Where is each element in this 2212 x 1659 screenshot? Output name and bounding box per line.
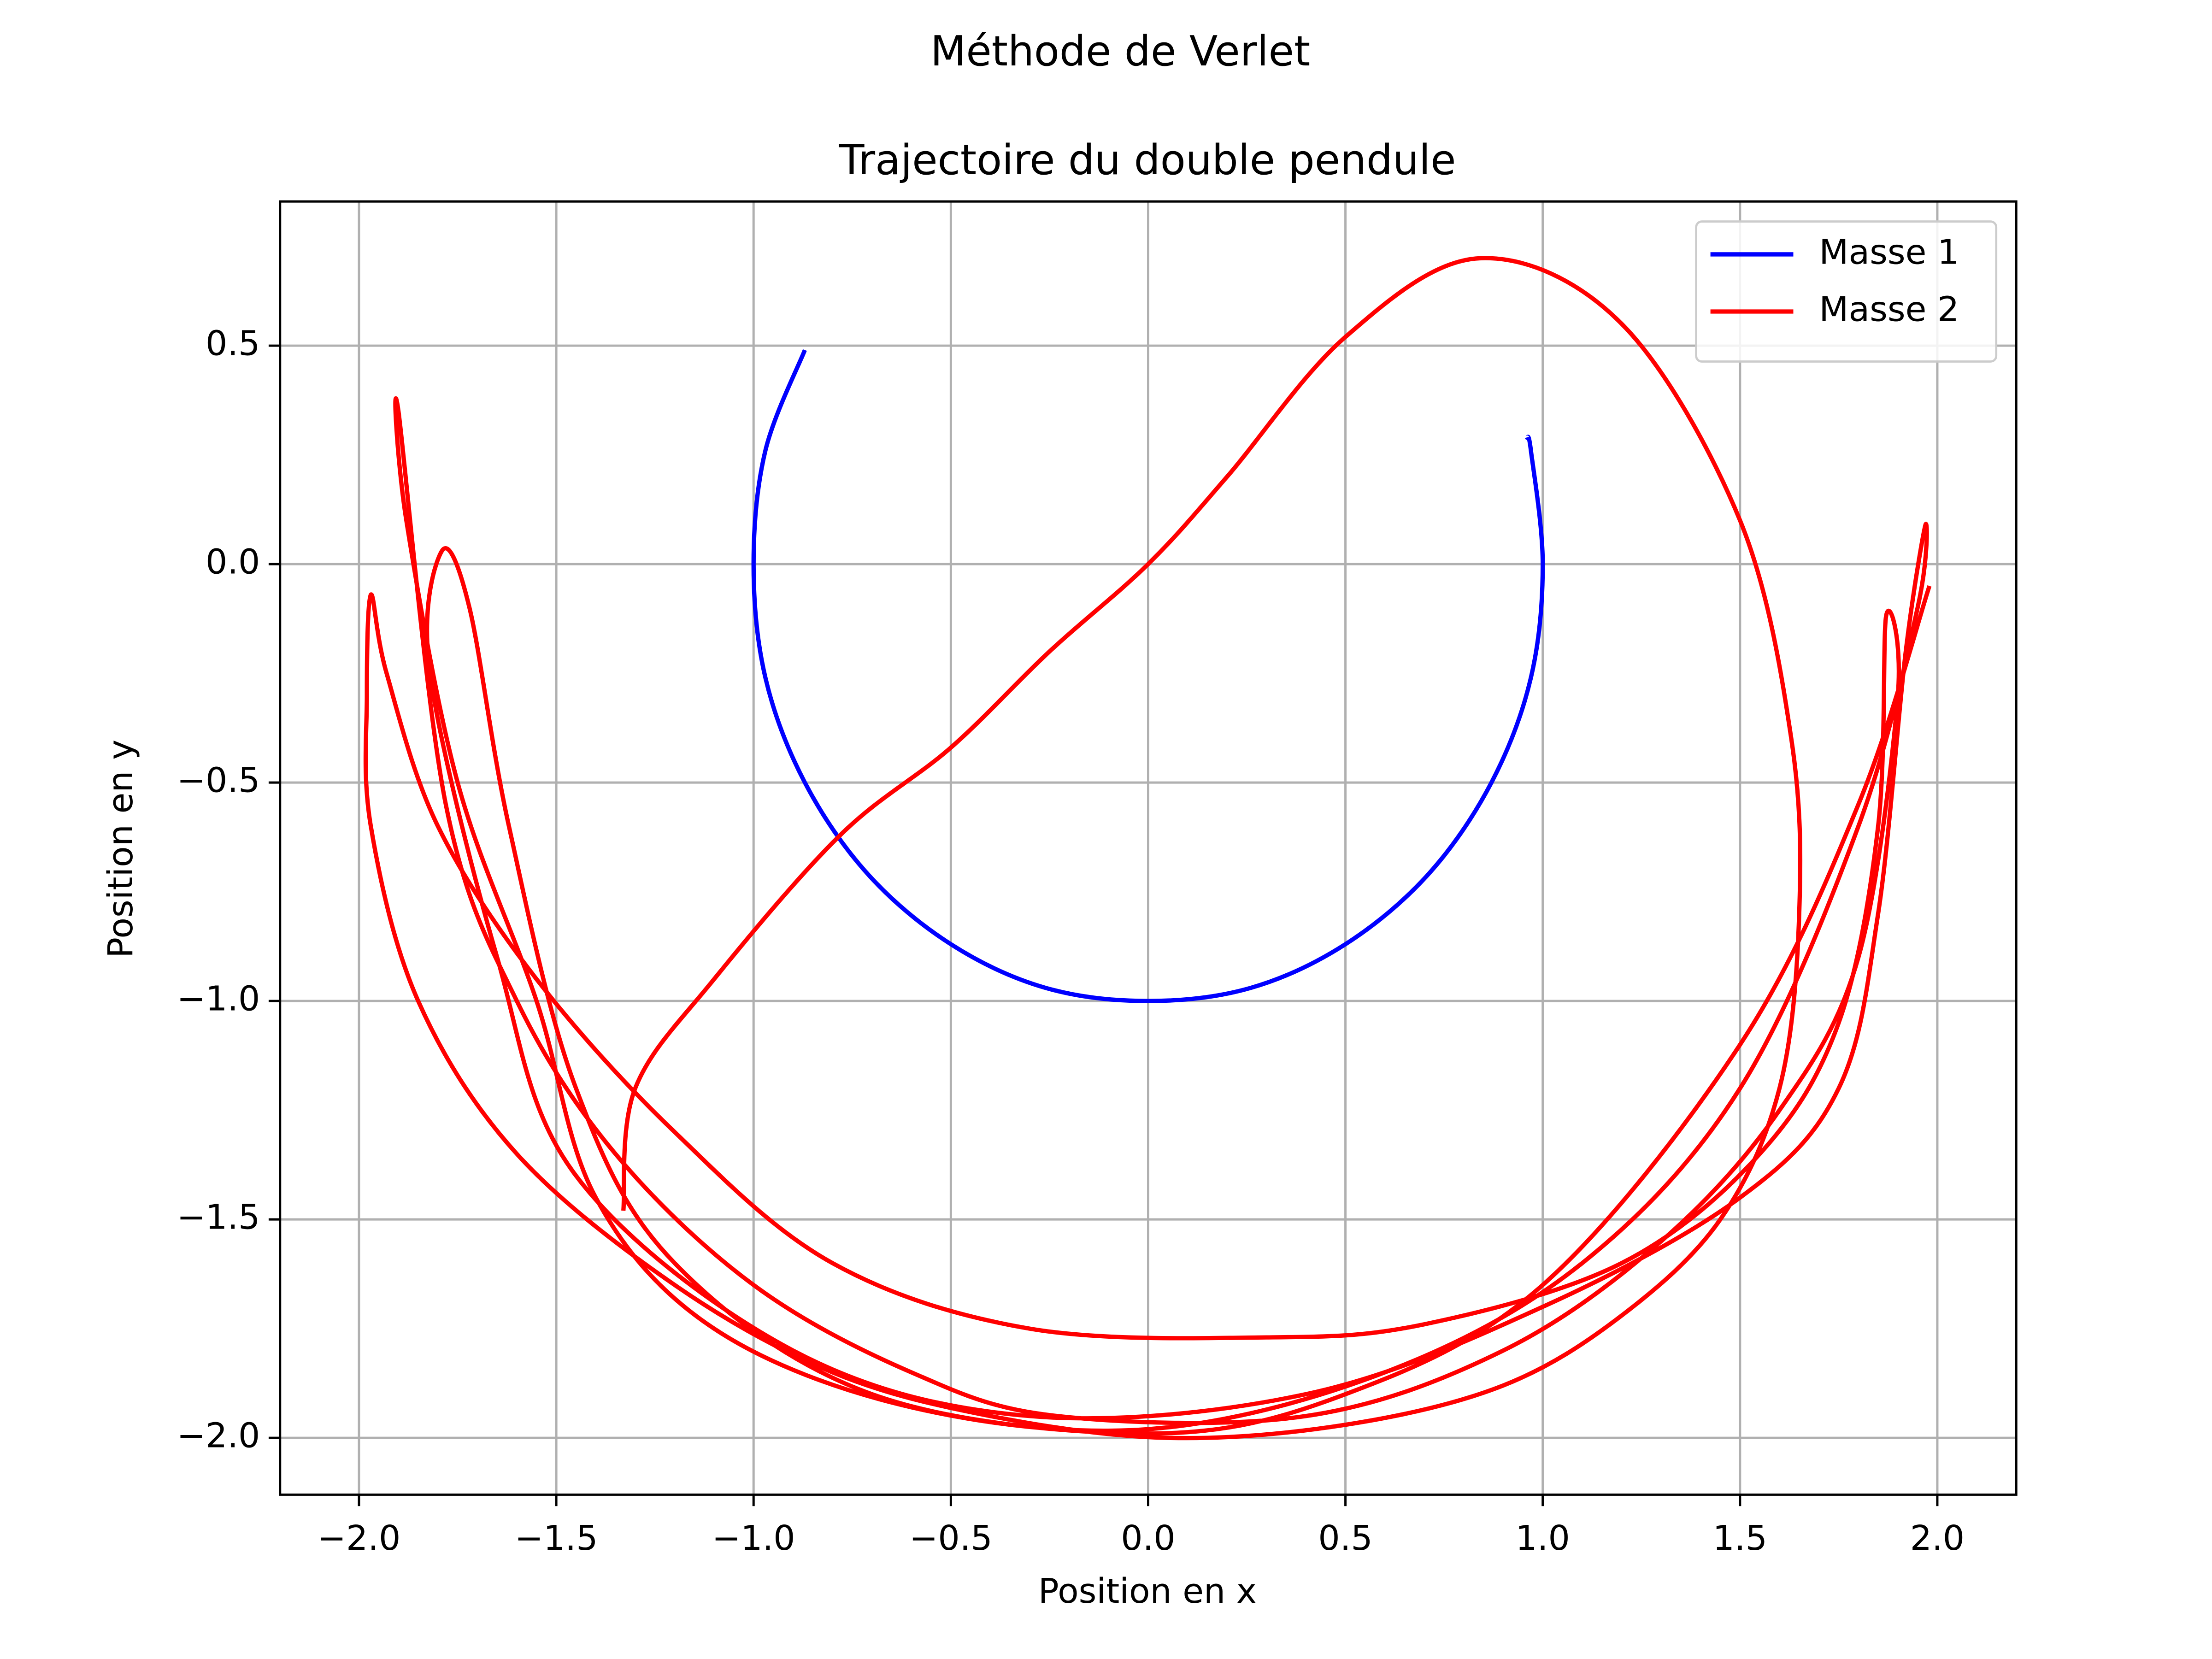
legend: Masse 1 Masse 2 [1695, 220, 1998, 363]
legend-label: Masse 1 [1819, 232, 1959, 272]
y-tick-label: −1.5 [177, 1197, 260, 1237]
y-axis-label: Position en y [100, 740, 141, 958]
y-tick-label: −2.0 [177, 1416, 260, 1456]
x-tick-label: −0.5 [909, 1518, 993, 1558]
suptitle: Méthode de Verlet [930, 28, 1310, 76]
y-tick-label: 0.0 [206, 542, 260, 582]
y-tick-label: −1.0 [177, 979, 260, 1019]
x-tick-label: −2.0 [318, 1518, 401, 1558]
plot-frame [279, 200, 2018, 1496]
x-tick-label: 0.5 [1318, 1518, 1372, 1558]
x-tick-label: −1.0 [712, 1518, 795, 1558]
legend-box [1695, 220, 1998, 363]
x-tick-label: 0.0 [1121, 1518, 1175, 1558]
x-tick-label: 1.0 [1516, 1518, 1570, 1558]
series-line [363, 256, 1932, 1441]
series-line [751, 349, 1545, 1003]
y-tick-label: −0.5 [177, 760, 260, 800]
x-tick-label: −1.5 [515, 1518, 598, 1558]
x-tick-label: 2.0 [1910, 1518, 1965, 1558]
chart-title: Trajectoire du double pendule [838, 136, 1456, 184]
x-tick-label: 1.5 [1713, 1518, 1767, 1558]
legend-label: Masse 2 [1819, 289, 1959, 329]
y-tick-label: 0.5 [206, 324, 260, 364]
x-axis-label: Position en x [1038, 1571, 1257, 1611]
